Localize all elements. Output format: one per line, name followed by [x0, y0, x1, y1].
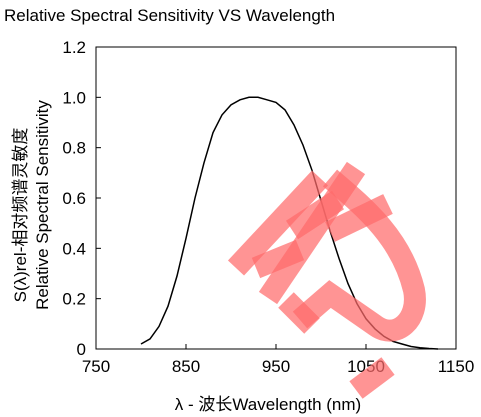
y-axis-label-line2: Relative Spectral Sensitivity [33, 100, 52, 310]
y-axis-label-line1: S(λ)rel-相对频谱灵敏度 [11, 128, 30, 303]
y-tick-label: 1.2 [62, 38, 86, 57]
x-axis-ticks: 750 850 950 1050 1150 [82, 344, 474, 376]
x-tick-label: 1150 [438, 357, 475, 376]
watermark-logo [227, 161, 426, 399]
y-tick-label: 0 [77, 340, 86, 359]
y-tick-label: 0.4 [62, 239, 86, 258]
x-tick-label: 750 [82, 357, 110, 376]
plot-frame [95, 46, 457, 350]
y-axis-ticks: 0 0.2 0.4 0.6 0.8 1.0 1.2 [62, 38, 101, 359]
x-tick-label: 950 [262, 357, 290, 376]
y-tick-label: 1.0 [62, 88, 86, 107]
x-axis-label: λ - 波长Wavelength (nm) [175, 395, 361, 414]
y-tick-label: 0.2 [62, 290, 86, 309]
y-tick-label: 0.6 [62, 189, 86, 208]
chart-title: Relative Spectral Sensitivity VS Wavelen… [4, 6, 336, 25]
x-tick-label: 850 [172, 357, 200, 376]
y-tick-label: 0.8 [62, 139, 86, 158]
